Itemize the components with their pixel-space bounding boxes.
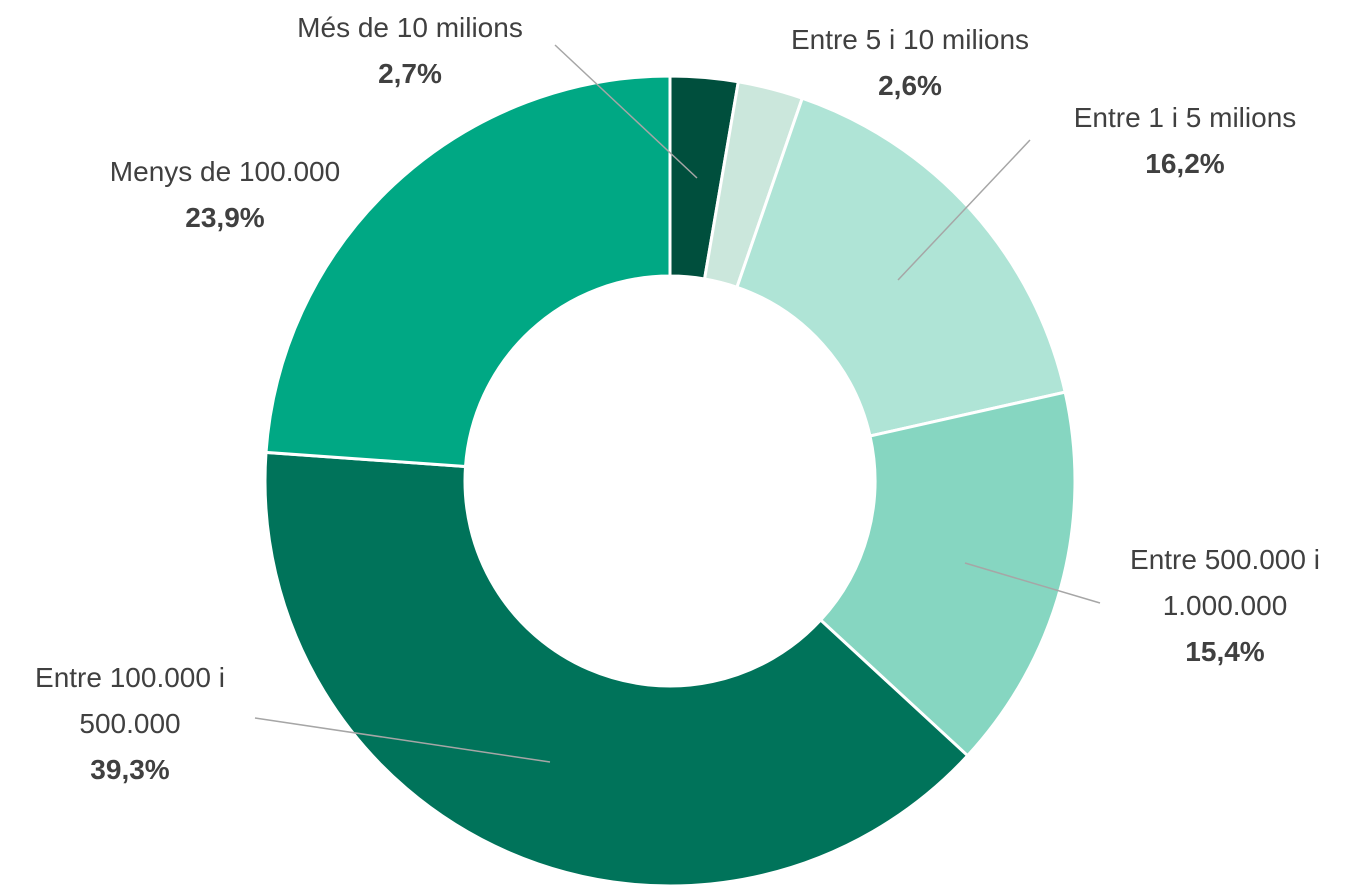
category-label: Entre 100.000 i 500.000: [35, 662, 225, 739]
leader-line: [554, 44, 698, 179]
slice: [818, 390, 1077, 758]
category-label: Menys de 100.000: [109, 156, 341, 187]
data-label: Menys de 100.000 23,9%: [110, 149, 340, 241]
category-label: Entre 500.000 i 1.000.000: [1130, 544, 1320, 621]
slice: [735, 96, 1067, 438]
category-label: Més de 10 milions: [297, 12, 523, 43]
data-label: Més de 10 milions 2,7%: [297, 5, 523, 97]
leader-lines: [254, 44, 1101, 763]
data-label: Entre 1 i 5 milions 16,2%: [1074, 95, 1297, 187]
value-label: 39,3%: [90, 754, 170, 785]
data-label: Entre 100.000 i 500.000 39,3%: [5, 655, 255, 793]
slice: [264, 74, 672, 469]
value-label: 16,2%: [1145, 148, 1225, 179]
value-label: 2,6%: [878, 70, 942, 101]
value-label: 15,4%: [1185, 636, 1265, 667]
slice: [263, 450, 970, 887]
leader-line: [897, 139, 1031, 281]
slices: [263, 74, 1077, 887]
value-label: 23,9%: [185, 202, 265, 233]
value-label: 2,7%: [378, 58, 442, 89]
leader-line: [964, 562, 1101, 604]
data-label: Entre 5 i 10 milions 2,6%: [791, 17, 1029, 109]
data-label: Entre 500.000 i 1.000.000 15,4%: [1105, 537, 1345, 675]
category-label: Entre 1 i 5 milions: [1073, 102, 1297, 133]
leader-line: [254, 717, 551, 763]
category-label: Entre 5 i 10 milions: [790, 24, 1030, 55]
